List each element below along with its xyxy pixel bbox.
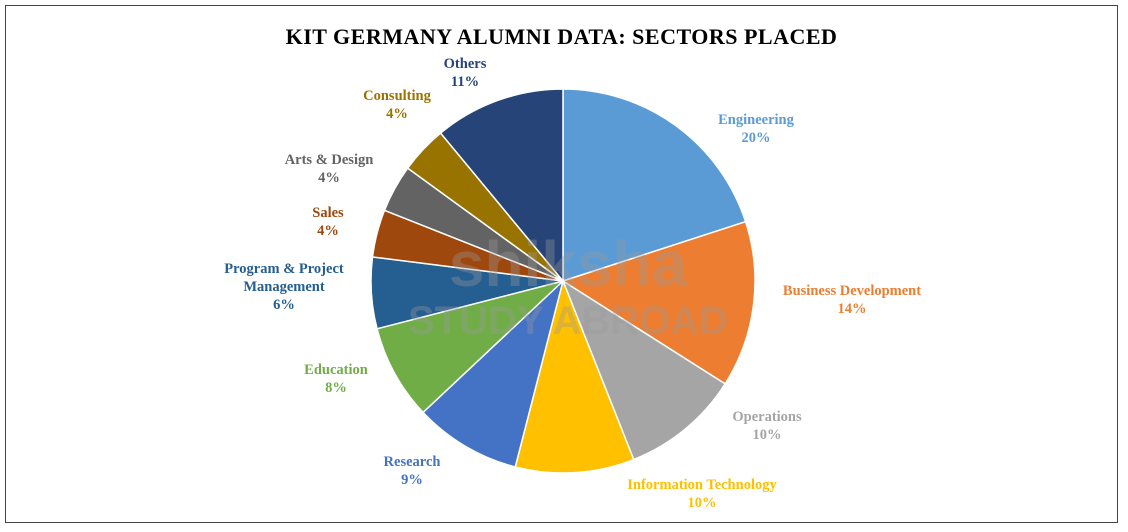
- slice-label-10: Consulting 4%: [363, 88, 431, 122]
- pie-slice-11: [439, 88, 564, 284]
- pie-slice-4: [514, 278, 635, 474]
- watermark: shiksha STUDY ABROAD: [408, 228, 728, 343]
- slice-label-2: Business Development 14%: [783, 283, 921, 317]
- slice-label-4: Information Technology 10%: [627, 477, 777, 511]
- slice-label-9: Arts & Design 4%: [285, 152, 374, 186]
- slice-label-7: Program & Project Management 6%: [224, 261, 344, 313]
- slice-label-5: Research 9%: [384, 454, 441, 488]
- pie-slices: [370, 88, 756, 474]
- watermark-line1: shiksha: [449, 228, 688, 300]
- slice-label-11: Others 11%: [444, 56, 487, 90]
- chart-title: KIT GERMANY ALUMNI DATA: SECTORS PLACED: [285, 24, 838, 49]
- pie-slice-5: [421, 278, 565, 468]
- pie-slice-1: [562, 88, 747, 283]
- pie-slice-6: [376, 280, 564, 414]
- pie-slice-2: [561, 220, 756, 385]
- pie-slice-3: [561, 279, 727, 461]
- slice-label-6: Education 8%: [304, 362, 368, 396]
- watermark-line2: STUDY ABROAD: [408, 299, 728, 343]
- slice-labels: Engineering 20% Business Development 14% Ope…: [224, 56, 921, 511]
- slice-label-1: Engineering 20%: [718, 112, 794, 146]
- slice-label-3: Operations 10%: [732, 409, 802, 443]
- slice-label-8: Sales 4%: [312, 205, 344, 239]
